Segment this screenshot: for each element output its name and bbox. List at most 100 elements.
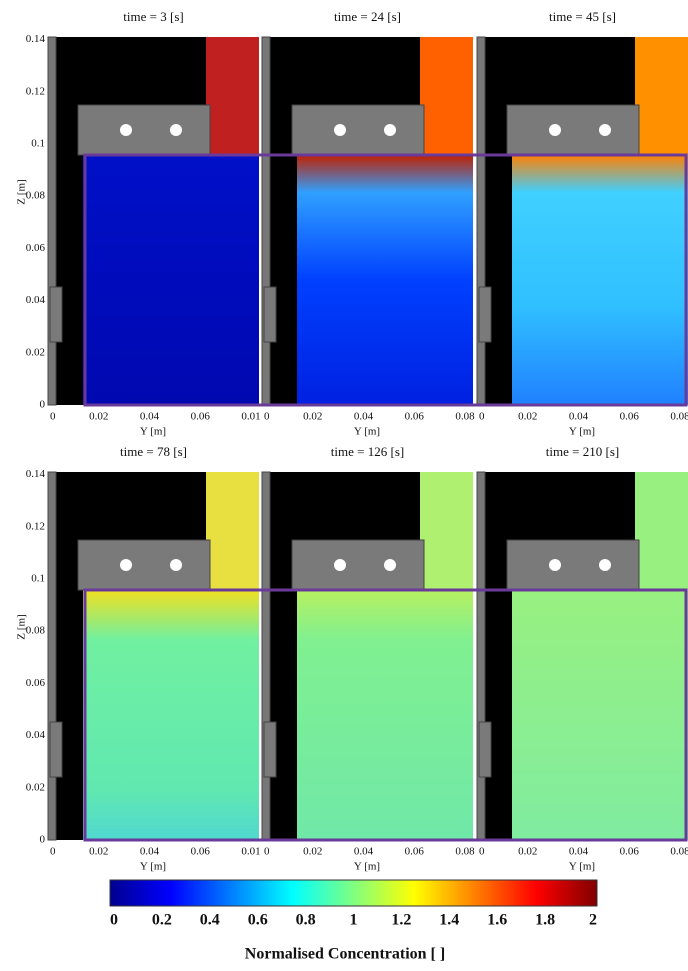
lower-bracket — [50, 722, 62, 777]
x-tick-label: 0.02 — [303, 411, 322, 423]
colorbar — [110, 880, 597, 906]
x-tick-label: 0.01 — [241, 411, 260, 423]
y-tick-label: 0.02 — [26, 346, 45, 358]
bolt-hole — [170, 559, 182, 571]
colorbar-tick-label: 1.6 — [487, 912, 507, 929]
panel-title: time = 24 [s] — [334, 9, 401, 24]
y-tick-label: 0.02 — [26, 781, 45, 793]
y-tick-label: 0.06 — [26, 677, 46, 689]
bolt-hole — [549, 559, 561, 571]
x-tick-label: 0 — [479, 846, 485, 858]
x-tick-label: 0 — [50, 411, 56, 423]
x-tick-label: 0 — [264, 846, 270, 858]
x-tick-label: 0.08 — [670, 846, 688, 858]
lower-bracket — [264, 722, 276, 777]
lower-bracket — [264, 287, 276, 342]
inlet-field — [206, 37, 259, 155]
bolt-hole — [549, 124, 561, 136]
inlet-field — [635, 472, 688, 590]
colorbar-tick-label: 1 — [350, 912, 358, 929]
y-tick-label: 0 — [40, 399, 46, 411]
y-tick-label: 0.08 — [26, 625, 46, 637]
colorbar-tick-label: 0.8 — [296, 912, 316, 929]
x-tick-label: 0.06 — [405, 411, 425, 423]
x-tick-label: 0.08 — [455, 846, 475, 858]
x-tick-label: 0.04 — [354, 411, 374, 423]
concentration-field — [83, 155, 259, 405]
panel-title: time = 3 [s] — [123, 9, 183, 24]
x-tick-label: 0.02 — [89, 411, 108, 423]
bolt-hole — [599, 124, 611, 136]
y-tick-label: 0.12 — [26, 85, 45, 97]
bracket — [507, 105, 639, 155]
figure: Normalised Concentration [ ] time = 3 [s… — [0, 0, 688, 971]
x-axis-label: Y [m] — [140, 861, 166, 873]
x-tick-label: 0 — [264, 411, 270, 423]
concentration-field — [83, 590, 259, 840]
concentration-field — [512, 155, 688, 405]
x-tick-label: 0.02 — [89, 846, 108, 858]
bracket — [78, 105, 210, 155]
x-axis-label: Y [m] — [140, 426, 166, 438]
y-tick-label: 0.04 — [26, 729, 46, 741]
x-tick-label: 0.08 — [455, 411, 475, 423]
panel-title: time = 78 [s] — [120, 444, 187, 459]
colorbar-tick-label: 0.6 — [248, 912, 268, 929]
x-axis-label: Y [m] — [569, 861, 595, 873]
x-tick-label: 0.04 — [140, 846, 160, 858]
inlet-field — [635, 37, 688, 155]
y-tick-label: 0.06 — [26, 242, 46, 254]
colorbar-tick-label: 0.4 — [200, 912, 220, 929]
x-axis-label: Y [m] — [354, 861, 380, 873]
x-tick-label: 0.06 — [620, 846, 640, 858]
bracket — [507, 540, 639, 590]
colorbar-tick-label: 2 — [589, 912, 597, 929]
y-tick-label: 0.08 — [26, 190, 46, 202]
x-tick-label: 0.06 — [620, 411, 640, 423]
colorbar-label: Normalised Concentration [ ] — [245, 946, 445, 963]
bracket — [292, 540, 424, 590]
colorbar-tick-label: 0 — [110, 912, 118, 929]
x-tick-label: 0.04 — [354, 846, 374, 858]
panel-title: time = 45 [s] — [549, 9, 616, 24]
colorbar-tick-label: 0.2 — [152, 912, 172, 929]
bolt-hole — [120, 124, 132, 136]
concentration-field — [297, 590, 473, 840]
wall-strip — [477, 37, 485, 405]
colorbar-tick-label: 1.4 — [439, 912, 459, 929]
concentration-field — [297, 155, 473, 405]
bolt-hole — [384, 124, 396, 136]
wall-strip — [262, 37, 270, 405]
wall-strip — [477, 472, 485, 840]
bolt-hole — [384, 559, 396, 571]
lower-bracket — [479, 287, 491, 342]
y-tick-label: 0.12 — [26, 520, 45, 532]
y-tick-label: 0.14 — [26, 468, 46, 480]
bolt-hole — [599, 559, 611, 571]
y-tick-label: 0.14 — [26, 33, 46, 45]
x-tick-label: 0.04 — [140, 411, 160, 423]
lower-bracket — [50, 287, 62, 342]
x-tick-label: 0 — [479, 411, 485, 423]
bolt-hole — [120, 559, 132, 571]
bolt-hole — [170, 124, 182, 136]
wall-strip — [262, 472, 270, 840]
panel-title: time = 210 [s] — [546, 444, 619, 459]
y-tick-label: 0.1 — [31, 138, 45, 150]
x-tick-label: 0.04 — [569, 411, 589, 423]
x-tick-label: 0 — [50, 846, 56, 858]
y-axis-label: Z [m] — [16, 614, 28, 639]
x-tick-label: 0.06 — [191, 411, 211, 423]
wall-strip — [48, 37, 56, 405]
x-axis-label: Y [m] — [354, 426, 380, 438]
concentration-field — [512, 590, 688, 840]
wall-strip — [48, 472, 56, 840]
x-tick-label: 0.06 — [191, 846, 211, 858]
inlet-field — [420, 37, 473, 155]
colorbar-tick-label: 1.8 — [535, 912, 555, 929]
inlet-field — [420, 472, 473, 590]
x-tick-label: 0.02 — [518, 411, 537, 423]
x-tick-label: 0.02 — [518, 846, 537, 858]
inlet-field — [206, 472, 259, 590]
y-tick-label: 0.04 — [26, 294, 46, 306]
